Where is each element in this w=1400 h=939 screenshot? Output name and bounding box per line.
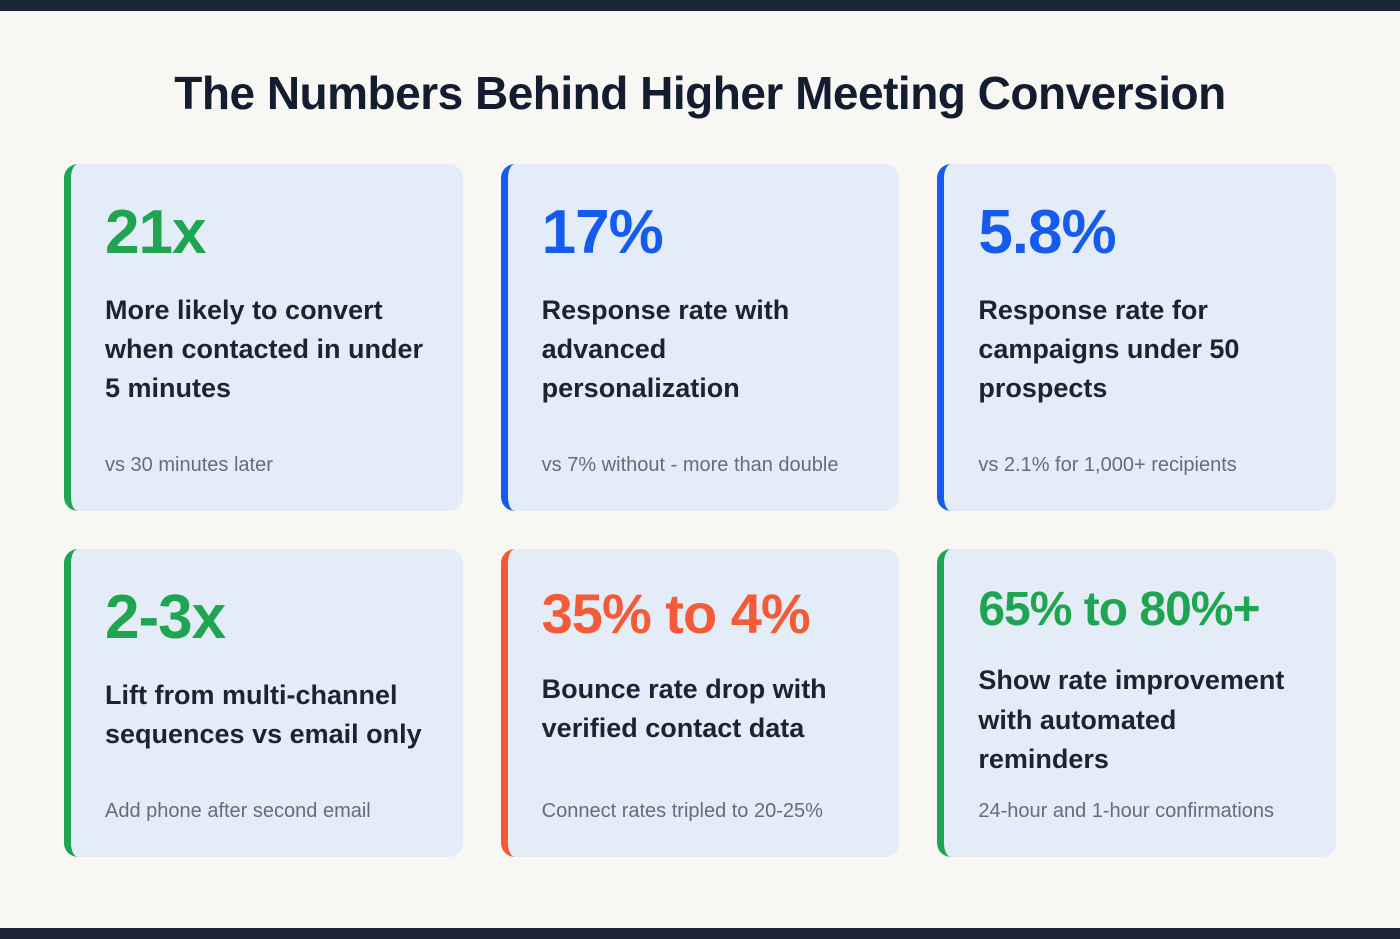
stat-value: 35% to 4%: [541, 582, 811, 645]
stat-footnote: 24-hour and 1-hour confirmations: [978, 800, 1275, 822]
stat-card: 2-3x Lift from multi-channel sequences v…: [64, 549, 463, 857]
stat-footnote: vs 7% without - more than double: [541, 454, 839, 476]
stat-description: More likely to convert when contacted in…: [105, 295, 424, 404]
stat-footnote: vs 30 minutes later: [105, 454, 273, 476]
stat-value: 5.8%: [978, 198, 1116, 267]
stat-value: 17%: [541, 198, 664, 267]
page-title: The Numbers Behind Higher Meeting Conver…: [174, 67, 1226, 119]
stat-card: 17% Response rate with advanced personal…: [500, 164, 900, 511]
stat-description: Response rate with advanced personalizat…: [541, 295, 790, 404]
stat-value: 21x: [105, 198, 206, 267]
stat-footnote: vs 2.1% for 1,000+ recipients: [978, 454, 1237, 476]
stat-description: Response rate for campaigns under 50 pro…: [978, 295, 1240, 404]
stat-card: 5.8% Response rate for campaigns under 5…: [937, 164, 1336, 511]
stats-grid: 21x More likely to convert when contacte…: [64, 164, 1336, 857]
stat-description: Bounce rate drop with verified contact d…: [541, 673, 827, 743]
stat-description: Show rate improvement with automated rem…: [978, 665, 1285, 774]
stat-footnote: Add phone after second email: [105, 800, 371, 822]
stat-value: 2-3x: [105, 583, 226, 652]
top-edge-bar: [0, 0, 1400, 11]
stat-card: 21x More likely to convert when contacte…: [64, 164, 463, 511]
stat-card: 35% to 4% Bounce rate drop with verified…: [500, 549, 900, 857]
bottom-edge-bar: [0, 928, 1400, 939]
stat-value: 65% to 80%+: [978, 583, 1260, 636]
stat-card: 65% to 80%+ Show rate improvement with a…: [937, 549, 1336, 857]
stat-footnote: Connect rates tripled to 20-25%: [541, 800, 823, 822]
stat-description: Lift from multi-channel sequences vs ema…: [105, 680, 422, 750]
